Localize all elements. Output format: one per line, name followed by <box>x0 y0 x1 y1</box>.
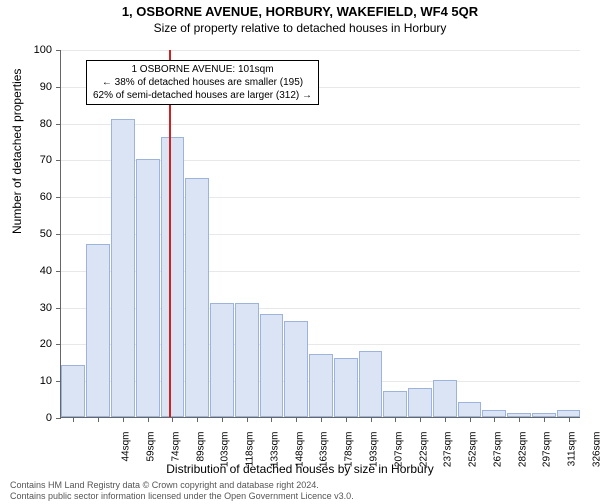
xtick-mark <box>494 417 495 422</box>
histogram-bar <box>185 178 209 417</box>
histogram-bar <box>161 137 185 417</box>
histogram-bar <box>482 410 506 417</box>
xtick-label: 193sqm <box>369 432 380 482</box>
histogram-bar <box>86 244 110 417</box>
xtick-label: 103sqm <box>220 432 231 482</box>
y-axis-label: Number of detached properties <box>10 69 24 234</box>
xtick-label: 59sqm <box>146 432 157 482</box>
ytick-mark <box>56 197 61 198</box>
ytick-mark <box>56 271 61 272</box>
histogram-bar <box>383 391 407 417</box>
xtick-label: 297sqm <box>542 432 553 482</box>
xtick-mark <box>98 417 99 422</box>
xtick-mark <box>519 417 520 422</box>
ytick-label: 80 <box>0 118 52 130</box>
xtick-mark <box>197 417 198 422</box>
xtick-mark <box>395 417 396 422</box>
xtick-mark <box>73 417 74 422</box>
chart-title-sub: Size of property relative to detached ho… <box>0 21 600 35</box>
histogram-bar <box>557 410 581 417</box>
ytick-label: 70 <box>0 154 52 166</box>
xtick-label: 252sqm <box>468 432 479 482</box>
ytick-label: 10 <box>0 375 52 387</box>
xtick-label: 178sqm <box>344 432 355 482</box>
xtick-label: 222sqm <box>418 432 429 482</box>
ytick-mark <box>56 160 61 161</box>
xtick-label: 74sqm <box>170 432 181 482</box>
histogram-bar <box>458 402 482 417</box>
ytick-mark <box>56 124 61 125</box>
ytick-mark <box>56 308 61 309</box>
ytick-mark <box>56 87 61 88</box>
xtick-label: 163sqm <box>319 432 330 482</box>
xtick-label: 148sqm <box>294 432 305 482</box>
xtick-label: 207sqm <box>393 432 404 482</box>
xtick-mark <box>420 417 421 422</box>
xtick-mark <box>222 417 223 422</box>
ytick-mark <box>56 344 61 345</box>
footer-line-2: Contains public sector information licen… <box>10 491 354 502</box>
xtick-mark <box>445 417 446 422</box>
xtick-mark <box>346 417 347 422</box>
xtick-mark <box>247 417 248 422</box>
xtick-mark <box>148 417 149 422</box>
ytick-label: 20 <box>0 338 52 350</box>
ytick-mark <box>56 418 61 419</box>
histogram-bar <box>433 380 457 417</box>
xtick-mark <box>321 417 322 422</box>
ytick-label: 0 <box>0 412 52 424</box>
chart-title-main: 1, OSBORNE AVENUE, HORBURY, WAKEFIELD, W… <box>0 4 600 19</box>
xtick-label: 44sqm <box>121 432 132 482</box>
histogram-bar <box>210 303 234 417</box>
ytick-mark <box>56 234 61 235</box>
histogram-bar <box>61 365 85 417</box>
chart-area: 1 OSBORNE AVENUE: 101sqm← 38% of detache… <box>60 50 580 418</box>
xtick-label: 326sqm <box>591 432 600 482</box>
gridline <box>61 124 580 125</box>
ytick-label: 50 <box>0 228 52 240</box>
histogram-bar <box>334 358 358 417</box>
property-marker-line <box>169 50 171 417</box>
ytick-label: 60 <box>0 191 52 203</box>
ytick-mark <box>56 381 61 382</box>
xtick-label: 89sqm <box>195 432 206 482</box>
ytick-label: 30 <box>0 302 52 314</box>
histogram-bar <box>408 388 432 417</box>
xtick-mark <box>271 417 272 422</box>
ytick-label: 90 <box>0 81 52 93</box>
xtick-mark <box>123 417 124 422</box>
footer-attribution: Contains HM Land Registry data © Crown c… <box>10 480 354 502</box>
histogram-bar <box>359 351 383 417</box>
ytick-label: 100 <box>0 44 52 56</box>
ytick-mark <box>56 50 61 51</box>
xtick-label: 267sqm <box>492 432 503 482</box>
histogram-bar <box>235 303 259 417</box>
annotation-box: 1 OSBORNE AVENUE: 101sqm← 38% of detache… <box>86 60 319 105</box>
annotation-line-2: ← 38% of detached houses are smaller (19… <box>93 76 312 89</box>
xtick-mark <box>544 417 545 422</box>
histogram-bar <box>111 119 135 417</box>
plot-area: 1 OSBORNE AVENUE: 101sqm← 38% of detache… <box>60 50 580 418</box>
histogram-bar <box>260 314 284 417</box>
ytick-label: 40 <box>0 265 52 277</box>
histogram-bar <box>309 354 333 417</box>
xtick-mark <box>371 417 372 422</box>
histogram-bar <box>284 321 308 417</box>
gridline <box>61 50 580 51</box>
xtick-label: 237sqm <box>443 432 454 482</box>
histogram-bar <box>136 159 160 417</box>
footer-line-1: Contains HM Land Registry data © Crown c… <box>10 480 354 491</box>
xtick-label: 118sqm <box>245 432 256 482</box>
xtick-mark <box>470 417 471 422</box>
xtick-mark <box>569 417 570 422</box>
xtick-mark <box>172 417 173 422</box>
xtick-label: 311sqm <box>567 432 578 482</box>
annotation-line-3: 62% of semi-detached houses are larger (… <box>93 89 312 102</box>
xtick-label: 133sqm <box>269 432 280 482</box>
annotation-line-1: 1 OSBORNE AVENUE: 101sqm <box>93 63 312 76</box>
xtick-label: 282sqm <box>517 432 528 482</box>
xtick-mark <box>296 417 297 422</box>
